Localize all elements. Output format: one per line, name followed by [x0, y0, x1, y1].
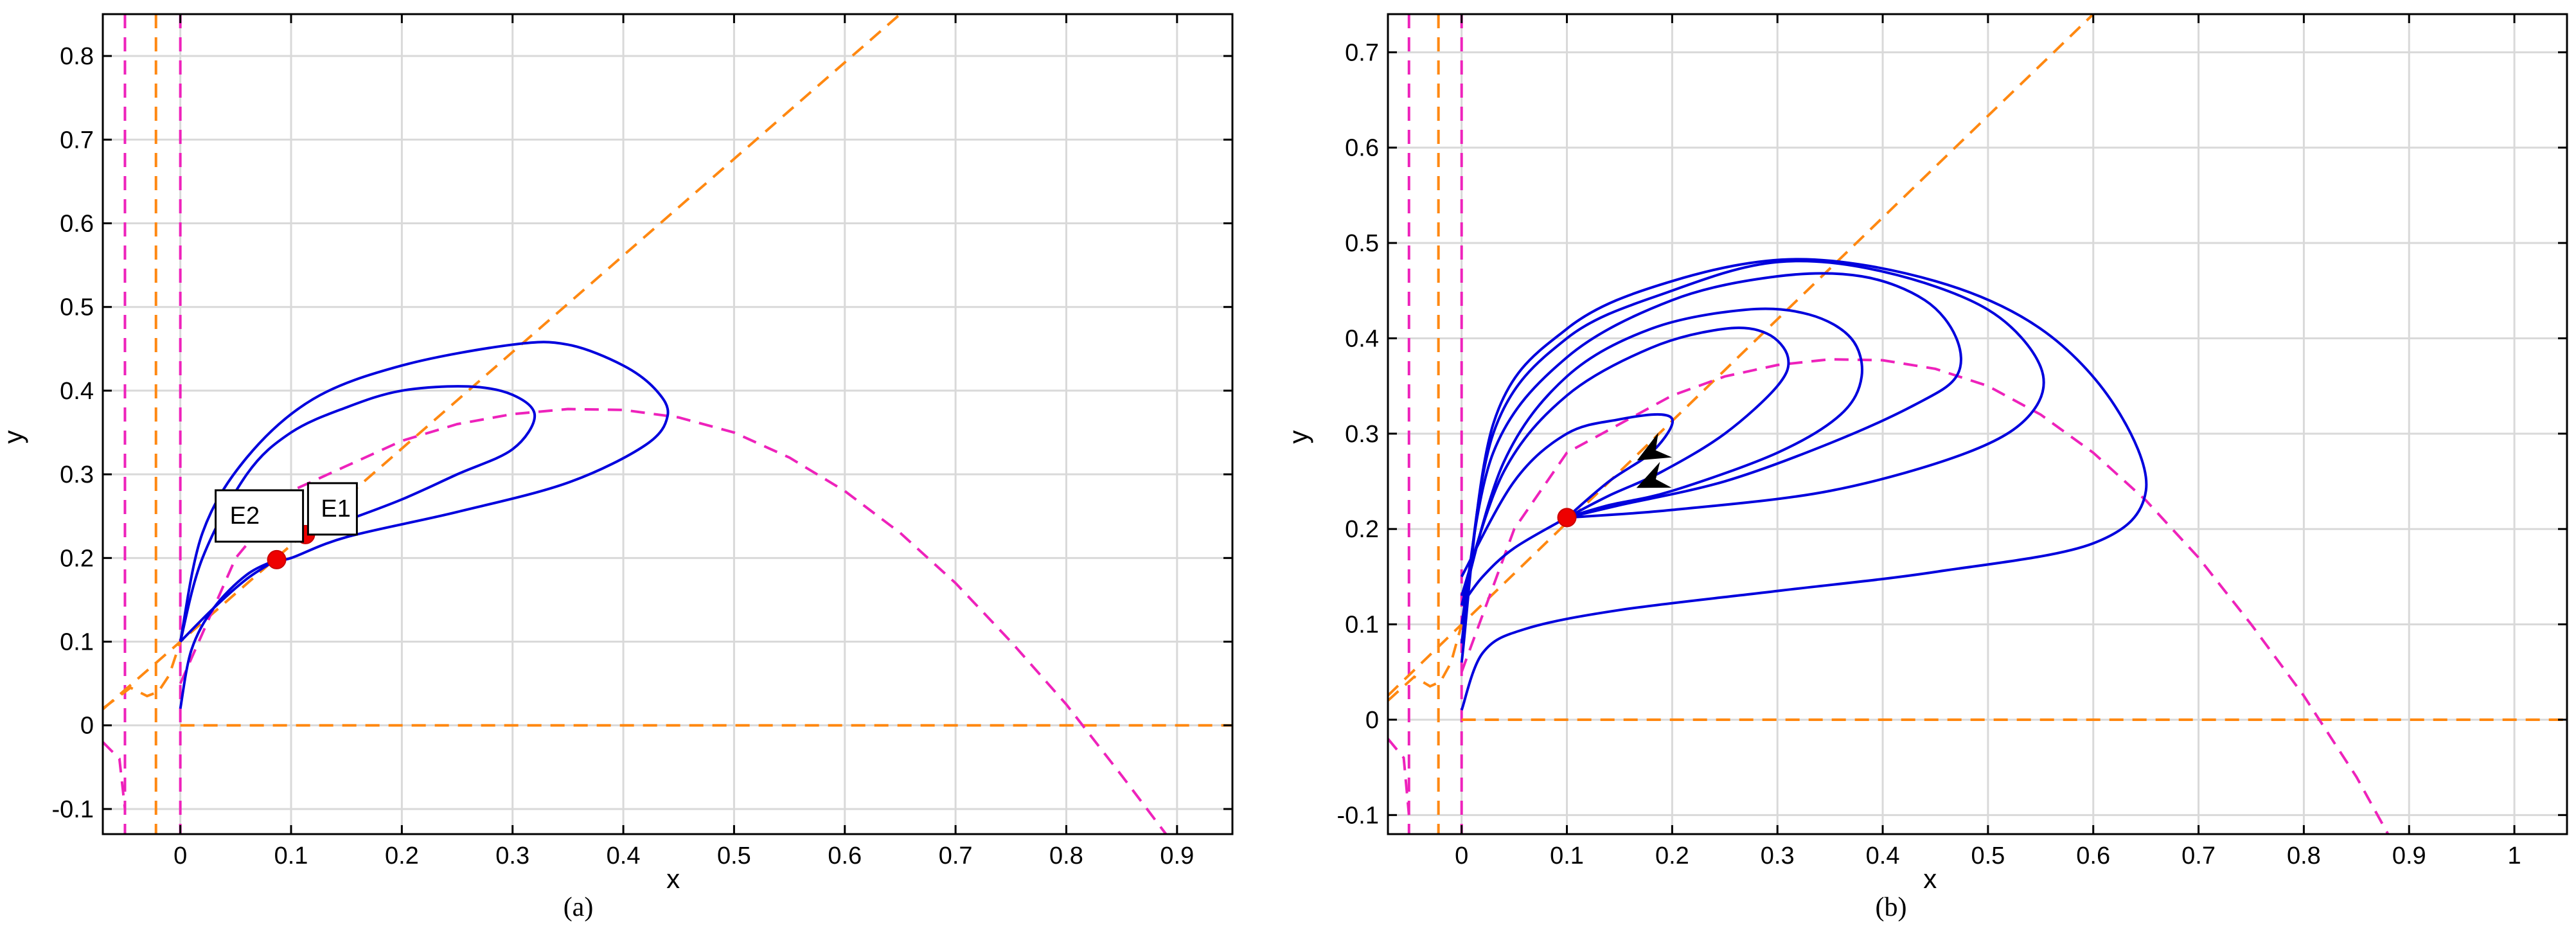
nullcline-x-wiggle	[103, 741, 127, 810]
y-tick-label: 0.6	[60, 211, 94, 238]
y-tick-label: -0.1	[52, 796, 94, 823]
y-tick-label: 0.2	[1345, 516, 1379, 543]
trajectory-4	[1460, 272, 1962, 625]
nullcline-y-wiggle	[103, 641, 182, 710]
x-tick-label: 0.2	[385, 842, 419, 869]
y-tick-label: 0	[80, 713, 94, 740]
y-axis-label: y	[0, 431, 28, 444]
trajectory-1	[179, 385, 537, 643]
x-axis-label: x	[666, 864, 680, 894]
x-tick-label: 0.1	[1550, 842, 1584, 869]
plot-area	[1388, 14, 2567, 834]
panel-caption: (a)	[564, 893, 594, 922]
x-tick-label: 1	[2508, 842, 2521, 869]
equilibrium-point	[1557, 508, 1577, 528]
y-tick-label: 0.3	[1345, 421, 1379, 448]
y-tick-label: 0.5	[60, 294, 94, 321]
x-tick-label: 0.9	[1160, 842, 1194, 869]
y-tick-label: 0.3	[60, 461, 94, 488]
x-tick-label: 0.6	[828, 842, 862, 869]
plot-area	[103, 14, 1232, 834]
equilibrium-label-text: E2	[230, 503, 260, 530]
y-tick-label: 0.6	[1345, 135, 1379, 162]
equilibrium-label-box	[306, 482, 358, 536]
y-tick-label: 0.2	[60, 545, 94, 572]
equilibrium-label-text: E1	[321, 495, 350, 522]
direction-arrow-2	[1636, 461, 1672, 488]
x-tick-label: 0.2	[1655, 842, 1689, 869]
x-tick-label: 0.7	[939, 842, 973, 869]
nullcline-x-wiggle	[1388, 738, 1410, 815]
direction-arrow-1	[1637, 432, 1673, 461]
x-axis-label: x	[1923, 864, 1937, 894]
x-tick-label: 0	[173, 842, 187, 869]
y-tick-label: 0.4	[1345, 325, 1379, 352]
axes-frame	[1387, 13, 2568, 835]
y-tick-label: 0.4	[60, 378, 94, 405]
panel-b: 0 0.1 0.2 0.3 0.4 0.5 0.6 0.7 0.8 0.9 1 -0.1 0 0.1 0.2…	[1283, 13, 2568, 922]
y-tick-label: -0.1	[1337, 802, 1379, 829]
y-tick-label: 0.8	[60, 43, 94, 70]
panel-caption: (b)	[1876, 893, 1907, 922]
y-axis-label: y	[1283, 431, 1313, 444]
x-tick-label: 0.8	[1049, 842, 1083, 869]
trajectory-6	[1460, 258, 2148, 711]
x-tick-label: 0.1	[274, 842, 308, 869]
y-tick-label: 0	[1365, 707, 1379, 734]
nullcline-y-diagonal	[1388, 14, 2095, 697]
y-tick-label: 0.7	[1345, 39, 1379, 66]
y-tick-label: 0.1	[60, 629, 94, 656]
x-tick-label: 0.4	[607, 842, 641, 869]
trajectory-3	[1460, 307, 1863, 606]
nullcline-x-curve	[179, 407, 1168, 834]
trajectory-4	[179, 558, 278, 643]
y-tick-label: 0.1	[1345, 612, 1379, 639]
axes-frame	[102, 13, 1234, 835]
trajectory-2	[179, 341, 670, 642]
x-tick-label: 0.4	[1866, 842, 1900, 869]
trajectory-1	[1460, 413, 1674, 578]
y-tick-label: 0.7	[60, 127, 94, 154]
x-tick-label: 0.7	[2181, 842, 2216, 869]
x-tick-label: 0.3	[495, 842, 529, 869]
nullcline-x-curve	[1460, 358, 2390, 834]
nullcline-y-diagonal	[103, 14, 902, 711]
equilibrium-point	[267, 549, 287, 569]
x-tick-label: 0.5	[1971, 842, 2005, 869]
nullcline-y-wiggle	[1388, 624, 1463, 702]
x-tick-label: 0.5	[717, 842, 751, 869]
x-tick-label: 0.8	[2287, 842, 2321, 869]
trajectory-5	[1460, 260, 2045, 644]
x-tick-label: 0.6	[2076, 842, 2110, 869]
equilibrium-label-box	[215, 489, 305, 543]
trajectory-2	[1460, 326, 1790, 596]
trajectory-7	[1461, 516, 1568, 607]
x-tick-label: 0.3	[1761, 842, 1795, 869]
panel-a: E1 E2 0 0.1 0.2 0.3 0.4 0.5 0.6 0.7 0.8 0.9 -0.1 0 0.1…	[0, 13, 1234, 922]
y-tick-label: 0.5	[1345, 230, 1379, 257]
x-tick-label: 0.9	[2392, 842, 2426, 869]
x-tick-label: 0	[1455, 842, 1468, 869]
